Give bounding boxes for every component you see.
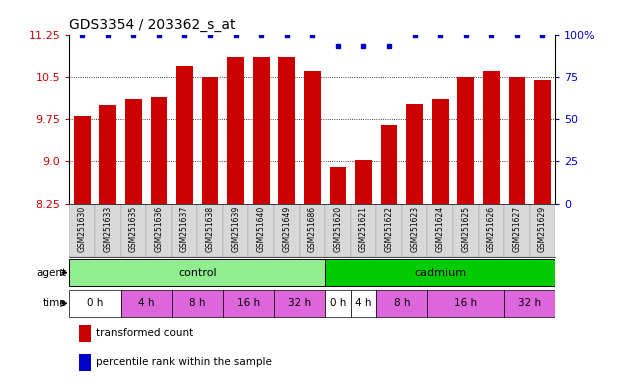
Text: GSM251623: GSM251623 (410, 206, 419, 252)
Text: 0 h: 0 h (330, 298, 346, 308)
Bar (253, 57, 269, 204)
Bar (351, 290, 376, 317)
Bar (69, 290, 121, 317)
Text: 16 h: 16 h (454, 298, 477, 308)
Text: GSM251649: GSM251649 (282, 206, 292, 252)
Text: GSM251639: GSM251639 (231, 206, 240, 252)
Bar (376, 204, 402, 257)
Text: GSM251635: GSM251635 (129, 206, 138, 252)
Text: GSM251637: GSM251637 (180, 206, 189, 252)
Text: GSM251633: GSM251633 (103, 206, 112, 252)
Bar (509, 77, 525, 204)
Bar (351, 204, 376, 257)
Text: GSM251636: GSM251636 (155, 206, 163, 252)
Bar (146, 204, 172, 257)
Text: percentile rank within the sample: percentile rank within the sample (96, 358, 272, 367)
Text: 32 h: 32 h (288, 298, 311, 308)
Bar (478, 204, 504, 257)
Text: GSM251624: GSM251624 (436, 206, 445, 252)
Text: 32 h: 32 h (518, 298, 541, 308)
Bar (402, 204, 427, 257)
Bar (457, 77, 474, 204)
Text: 0 h: 0 h (87, 298, 103, 308)
Text: GSM251640: GSM251640 (257, 206, 266, 252)
Text: 8 h: 8 h (189, 298, 206, 308)
Text: time: time (43, 298, 66, 308)
Bar (198, 204, 223, 257)
Text: GSM251638: GSM251638 (206, 206, 215, 252)
Text: cadmium: cadmium (414, 268, 466, 278)
Text: control: control (178, 268, 216, 278)
Bar (453, 204, 478, 257)
Bar (227, 57, 244, 204)
Bar (325, 259, 555, 286)
Bar (427, 204, 453, 257)
Bar (304, 71, 321, 204)
Text: transformed count: transformed count (96, 328, 193, 338)
Bar (529, 204, 555, 257)
Text: GSM251629: GSM251629 (538, 206, 547, 252)
Bar (274, 290, 325, 317)
Bar (355, 160, 372, 204)
Bar (121, 204, 146, 257)
Bar (176, 66, 193, 204)
Bar (278, 57, 295, 204)
Text: 16 h: 16 h (237, 298, 260, 308)
Bar (380, 125, 398, 204)
Text: GSM251630: GSM251630 (78, 206, 86, 252)
Bar (74, 116, 90, 204)
Text: 4 h: 4 h (355, 298, 372, 308)
Bar (95, 204, 121, 257)
Bar (504, 204, 529, 257)
Bar (300, 204, 325, 257)
Bar (223, 204, 249, 257)
Bar (325, 290, 351, 317)
Bar (79, 325, 91, 342)
Text: 8 h: 8 h (394, 298, 410, 308)
Bar (79, 354, 91, 371)
Text: GSM251620: GSM251620 (333, 206, 343, 252)
Text: GDS3354 / 203362_s_at: GDS3354 / 203362_s_at (69, 18, 236, 32)
Text: GSM251622: GSM251622 (384, 206, 394, 252)
Text: GSM251625: GSM251625 (461, 206, 470, 252)
Bar (172, 290, 223, 317)
Bar (483, 71, 500, 204)
Bar (202, 77, 218, 204)
Bar (325, 204, 351, 257)
Bar (504, 290, 555, 317)
Bar (249, 204, 274, 257)
Bar (172, 204, 198, 257)
Bar (534, 79, 551, 204)
Text: GSM251621: GSM251621 (359, 206, 368, 252)
Bar (100, 105, 116, 204)
Bar (69, 204, 95, 257)
Text: agent: agent (36, 268, 66, 278)
Bar (151, 96, 167, 204)
Bar (329, 167, 346, 204)
Text: GSM251627: GSM251627 (512, 206, 521, 252)
Bar (427, 290, 504, 317)
Text: 4 h: 4 h (138, 298, 155, 308)
Bar (376, 290, 427, 317)
Bar (125, 99, 141, 204)
Bar (69, 259, 325, 286)
Bar (274, 204, 300, 257)
Text: GSM251686: GSM251686 (308, 206, 317, 252)
Bar (223, 290, 274, 317)
Bar (432, 99, 449, 204)
Bar (406, 104, 423, 204)
Text: GSM251626: GSM251626 (487, 206, 496, 252)
Bar (121, 290, 172, 317)
